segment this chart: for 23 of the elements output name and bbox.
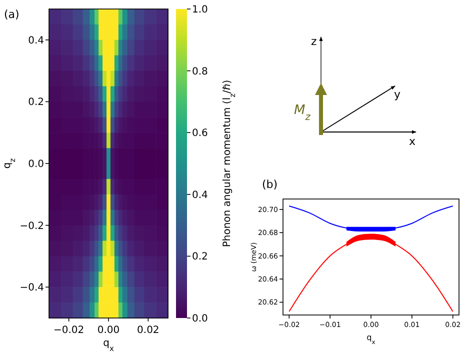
color-bar-label: 0.4 (192, 190, 208, 201)
x-axis-title: q$_{x}$ (366, 333, 376, 346)
chart-title: (a) (4, 8, 20, 21)
y-tick-label: 0.4 (28, 35, 44, 46)
y-tick-label: −0.2 (20, 220, 44, 232)
color-bar-label: 1.0 (192, 4, 208, 16)
text: x (409, 135, 416, 148)
x-tick-label: 0.00 (97, 325, 120, 336)
text: y (394, 88, 401, 101)
color-bar-label: 0.2 (192, 252, 208, 263)
text: M$_{z}$ (294, 103, 312, 122)
color-bar-label: 0.8 (192, 66, 208, 78)
y-tick-label: −0.4 (20, 282, 44, 294)
y-tick-label: 0.0 (28, 159, 44, 170)
x-axis-title: q$_{x}$ (103, 338, 114, 352)
chart-title: (b) (262, 178, 278, 191)
line-series (288, 205, 454, 230)
color-bar-label: 0.6 (192, 128, 208, 140)
color-bar-label: 0.0 (192, 314, 208, 324)
x-tick-label: 0.02 (137, 325, 160, 336)
text: z (311, 35, 317, 48)
y-tick-label: 0.2 (28, 97, 44, 108)
x-tick-label: −0.02 (54, 325, 84, 336)
